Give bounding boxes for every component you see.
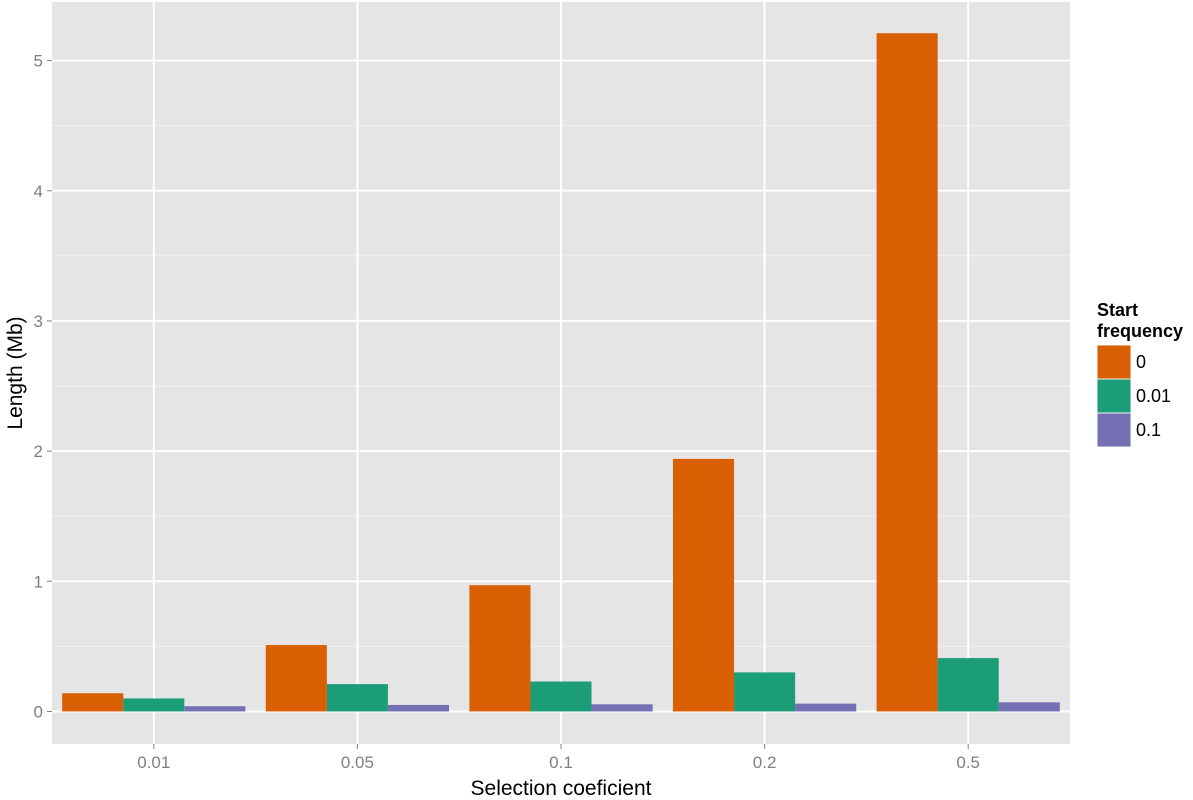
- bar: [795, 703, 857, 712]
- bar: [62, 693, 124, 712]
- bar: [265, 645, 327, 712]
- legend-label: 0.1: [1136, 420, 1161, 440]
- y-tick-label: 2: [34, 442, 43, 461]
- bar: [876, 33, 938, 712]
- legend-key-swatch: [1097, 413, 1131, 447]
- bar: [672, 458, 735, 712]
- legend-key-swatch: [1097, 345, 1131, 379]
- legend-label: 0.01: [1136, 386, 1171, 406]
- bar: [734, 672, 796, 712]
- x-tick-label: 0.1: [549, 753, 573, 772]
- y-tick-label: 1: [34, 572, 43, 591]
- y-tick-label: 4: [34, 182, 43, 201]
- legend-title-line-1: Start: [1097, 300, 1138, 320]
- bar: [184, 706, 246, 712]
- bar: [123, 698, 185, 712]
- bar: [591, 704, 653, 712]
- bar: [326, 684, 388, 712]
- x-tick-label: 0.5: [956, 753, 980, 772]
- y-tick-label: 3: [34, 312, 43, 331]
- x-axis-title: Selection coeficient: [471, 777, 652, 800]
- x-axis: 0.01 0.05 0.1 0.2 0.5: [137, 744, 980, 772]
- bar: [998, 702, 1060, 712]
- y-tick-label: 0: [34, 702, 43, 721]
- legend-key-swatch: [1097, 379, 1131, 413]
- y-axis-title: Length (Mb): [4, 316, 27, 429]
- y-axis: 0 1 2 3 4 5: [34, 52, 52, 721]
- bar: [469, 585, 531, 712]
- x-tick-label: 0.01: [137, 753, 170, 772]
- legend-title-line-2: frequency: [1097, 321, 1183, 341]
- bar: [387, 704, 450, 712]
- legend-label: 0: [1136, 352, 1146, 372]
- bar: [530, 681, 592, 712]
- legend: Start frequency 0 0.01 0.1: [1097, 300, 1183, 447]
- bars-group: [62, 33, 1060, 712]
- x-tick-label: 0.2: [753, 753, 777, 772]
- y-tick-label: 5: [34, 52, 43, 71]
- bar: [937, 658, 999, 712]
- x-tick-label: 0.05: [341, 753, 374, 772]
